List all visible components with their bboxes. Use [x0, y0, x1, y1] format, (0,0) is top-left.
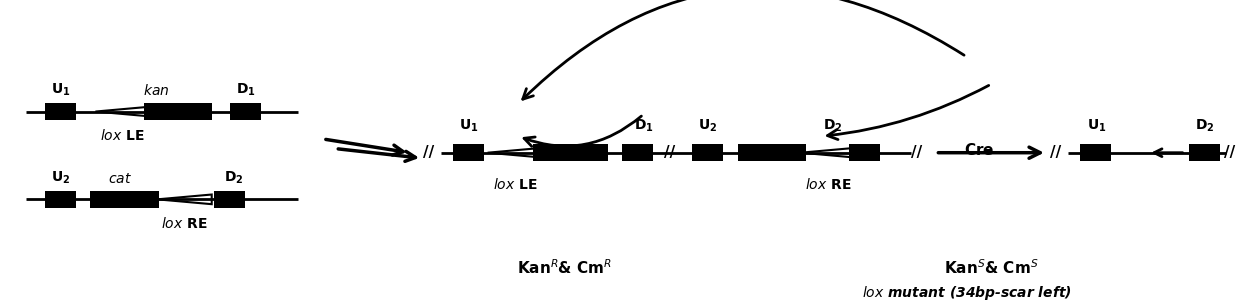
- Text: $\mathbf{Cre}$: $\mathbf{Cre}$: [963, 142, 994, 158]
- FancyBboxPatch shape: [622, 145, 653, 161]
- FancyBboxPatch shape: [738, 145, 806, 161]
- FancyBboxPatch shape: [453, 145, 484, 161]
- Text: $\mathbf{D_2}$: $\mathbf{D_2}$: [823, 117, 842, 134]
- FancyBboxPatch shape: [231, 103, 262, 120]
- Text: $\mathbf{\it{lox}}$ $\mathbf{LE}$: $\mathbf{\it{lox}}$ $\mathbf{LE}$: [100, 128, 145, 143]
- Text: $\mathbf{\it{kan}}$: $\mathbf{\it{kan}}$: [143, 83, 169, 98]
- Text: //: //: [911, 145, 923, 160]
- FancyBboxPatch shape: [215, 191, 246, 208]
- Text: //: //: [1050, 145, 1061, 160]
- Text: $\mathbf{U_1}$: $\mathbf{U_1}$: [1086, 117, 1106, 134]
- Text: $\mathbf{D_1}$: $\mathbf{D_1}$: [237, 81, 257, 98]
- Text: $\mathbf{U_1}$: $\mathbf{U_1}$: [51, 81, 71, 98]
- Polygon shape: [801, 148, 856, 158]
- Text: Kan$^{S}$& Cm$^{S}$: Kan$^{S}$& Cm$^{S}$: [944, 259, 1038, 277]
- Text: $\mathbf{U_1}$: $\mathbf{U_1}$: [459, 117, 479, 134]
- FancyBboxPatch shape: [849, 145, 880, 161]
- Text: $\mathbf{D_1}$: $\mathbf{D_1}$: [634, 117, 653, 134]
- FancyBboxPatch shape: [692, 145, 723, 161]
- FancyBboxPatch shape: [533, 145, 608, 161]
- Text: //: //: [663, 145, 675, 160]
- Text: $\mathbf{D_2}$: $\mathbf{D_2}$: [224, 169, 244, 186]
- Text: //: //: [423, 145, 434, 160]
- Polygon shape: [95, 107, 150, 117]
- Text: $lox$ mutant (34bp-scar left): $lox$ mutant (34bp-scar left): [862, 284, 1071, 302]
- Text: $\mathbf{\it{lox}}$ $\mathbf{RE}$: $\mathbf{\it{lox}}$ $\mathbf{RE}$: [805, 178, 851, 192]
- FancyBboxPatch shape: [1189, 145, 1220, 161]
- Text: $\mathbf{\it{lox}}$ $\mathbf{LE}$: $\mathbf{\it{lox}}$ $\mathbf{LE}$: [492, 178, 537, 192]
- Text: //: //: [1224, 145, 1235, 160]
- FancyBboxPatch shape: [45, 103, 76, 120]
- FancyBboxPatch shape: [91, 191, 159, 208]
- FancyBboxPatch shape: [45, 191, 76, 208]
- Text: $\mathbf{\it{lox}}$ $\mathbf{RE}$: $\mathbf{\it{lox}}$ $\mathbf{RE}$: [161, 216, 208, 231]
- Text: $\mathbf{U_2}$: $\mathbf{U_2}$: [698, 117, 718, 134]
- Text: $\mathbf{\it{cat}}$: $\mathbf{\it{cat}}$: [108, 172, 133, 186]
- FancyBboxPatch shape: [1080, 145, 1111, 161]
- Text: $\mathbf{U_2}$: $\mathbf{U_2}$: [51, 169, 71, 186]
- Text: Kan$^{R}$& Cm$^{R}$: Kan$^{R}$& Cm$^{R}$: [517, 259, 611, 277]
- Text: $\mathbf{D_2}$: $\mathbf{D_2}$: [1195, 117, 1215, 134]
- Polygon shape: [487, 148, 542, 158]
- FancyBboxPatch shape: [144, 103, 212, 120]
- Polygon shape: [157, 195, 212, 204]
